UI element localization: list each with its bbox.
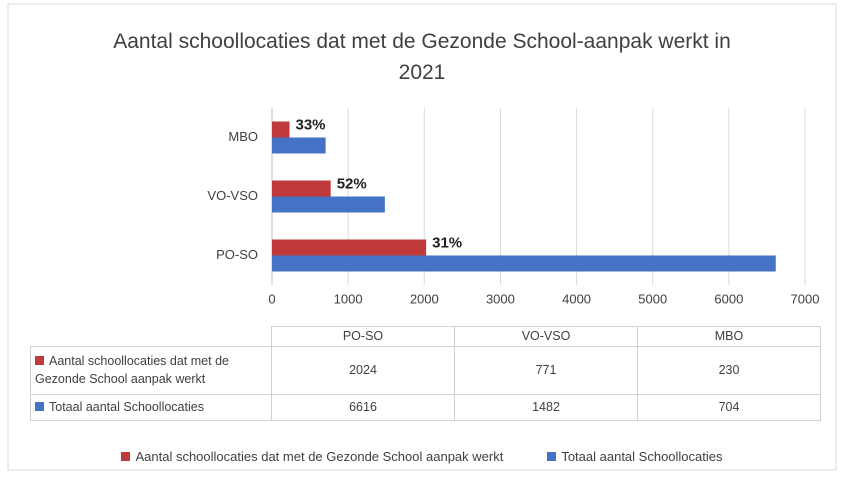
- x-tick-label: 5000: [638, 291, 667, 306]
- x-tick-label: 7000: [791, 291, 820, 306]
- y-tick-label: PO-SO: [216, 247, 258, 262]
- legend-label: Totaal aantal Schoollocaties: [561, 449, 723, 464]
- data-table: PO-SO VO-VSO MBO Aantal schoollocaties dat …: [30, 326, 821, 421]
- bar: [272, 121, 290, 138]
- bar: [272, 239, 427, 256]
- bar: [272, 196, 385, 213]
- table-row-label: Aantal schoollocaties dat met de Gezonde…: [30, 345, 272, 395]
- bar: [272, 137, 326, 154]
- table-row: Aantal schoollocaties dat met de Gezonde…: [30, 345, 821, 395]
- table-row-label: Totaal aantal Schoollocaties: [30, 393, 272, 421]
- table-corner: [30, 326, 272, 347]
- x-tick-label: 0: [268, 291, 275, 306]
- chart-title: Aantal schoollocaties dat met de Gezonde…: [113, 30, 731, 84]
- table-header: VO-VSO: [454, 326, 638, 347]
- data-label: 31%: [432, 234, 462, 251]
- table-swatch: [35, 402, 44, 411]
- table-header: MBO: [637, 326, 821, 347]
- x-tick-label: 1000: [334, 291, 363, 306]
- x-tick-label: 4000: [562, 291, 591, 306]
- data-label: 52%: [337, 175, 367, 192]
- table-cell: 230: [637, 345, 821, 395]
- table-cell: 1482: [454, 393, 638, 421]
- table-header: PO-SO: [271, 326, 455, 347]
- y-tick-label: VO-VSO: [207, 188, 258, 203]
- legend-swatch: [121, 452, 131, 461]
- table-row-name: Aantal schoollocaties dat met de Gezonde…: [35, 354, 229, 386]
- legend-swatch: [547, 452, 557, 461]
- legend-label: Aantal schoollocaties dat met de Gezonde…: [135, 449, 504, 464]
- table-cell: 704: [637, 393, 821, 421]
- table-row: Totaal aantal Schoollocaties 6616 1482 704: [30, 393, 821, 421]
- table-cell: 2024: [271, 345, 455, 395]
- table-cell: 771: [454, 345, 638, 395]
- bar: [272, 255, 776, 272]
- table-cell: 6616: [271, 393, 455, 421]
- x-tick-label: 6000: [714, 291, 743, 306]
- table-swatch: [35, 356, 44, 365]
- legend-item: Totaal aantal Schoollocaties: [547, 449, 723, 464]
- table-header-row: PO-SO VO-VSO MBO: [30, 326, 821, 347]
- bar: [272, 180, 331, 197]
- table-row-name: Totaal aantal Schoollocaties: [49, 400, 204, 414]
- x-tick-label: 3000: [486, 291, 515, 306]
- legend-item: Aantal schoollocaties dat met de Gezonde…: [121, 449, 503, 464]
- x-tick-label: 2000: [410, 291, 439, 306]
- chart-border: [7, 3, 837, 471]
- legend: Aantal schoollocaties dat met de Gezonde…: [0, 449, 844, 464]
- y-tick-label: MBO: [228, 129, 258, 144]
- data-label: 33%: [296, 116, 326, 133]
